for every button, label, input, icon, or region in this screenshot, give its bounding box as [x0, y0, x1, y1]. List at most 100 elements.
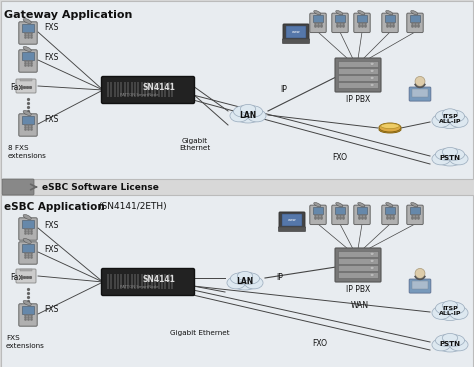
FancyBboxPatch shape: [101, 269, 194, 295]
Ellipse shape: [247, 110, 266, 122]
Ellipse shape: [370, 266, 374, 269]
Text: Gigabit
Ethernet: Gigabit Ethernet: [179, 138, 210, 152]
FancyBboxPatch shape: [137, 274, 139, 289]
Ellipse shape: [432, 153, 450, 165]
FancyBboxPatch shape: [171, 81, 173, 97]
Ellipse shape: [230, 110, 248, 122]
Ellipse shape: [436, 336, 465, 352]
FancyBboxPatch shape: [338, 82, 378, 88]
FancyBboxPatch shape: [19, 242, 37, 264]
FancyBboxPatch shape: [332, 13, 348, 33]
FancyBboxPatch shape: [436, 343, 464, 350]
Text: LAN: LAN: [237, 277, 254, 287]
FancyBboxPatch shape: [137, 81, 139, 97]
FancyBboxPatch shape: [22, 24, 34, 32]
FancyBboxPatch shape: [335, 58, 381, 92]
FancyBboxPatch shape: [19, 22, 37, 44]
FancyBboxPatch shape: [114, 274, 116, 289]
Ellipse shape: [231, 274, 259, 290]
Ellipse shape: [432, 115, 450, 127]
Ellipse shape: [443, 110, 465, 122]
FancyBboxPatch shape: [411, 281, 428, 290]
FancyBboxPatch shape: [147, 274, 149, 289]
Ellipse shape: [370, 62, 374, 65]
FancyBboxPatch shape: [161, 81, 163, 97]
FancyBboxPatch shape: [332, 205, 348, 225]
FancyBboxPatch shape: [117, 274, 119, 289]
FancyBboxPatch shape: [141, 274, 143, 289]
Ellipse shape: [442, 148, 458, 156]
Text: SN4141: SN4141: [142, 275, 175, 284]
Ellipse shape: [23, 18, 31, 23]
FancyBboxPatch shape: [19, 50, 37, 72]
Text: SN4141: SN4141: [142, 83, 175, 92]
Text: IP: IP: [281, 86, 287, 94]
FancyBboxPatch shape: [161, 274, 163, 289]
FancyBboxPatch shape: [279, 212, 305, 228]
FancyBboxPatch shape: [1, 1, 473, 179]
Text: Fax: Fax: [10, 84, 23, 92]
Text: FXS: FXS: [44, 221, 58, 229]
Ellipse shape: [449, 153, 468, 165]
FancyBboxPatch shape: [158, 81, 160, 97]
Ellipse shape: [227, 277, 246, 289]
FancyBboxPatch shape: [338, 75, 378, 81]
Text: PATTON SmartNode: PATTON SmartNode: [120, 285, 158, 289]
FancyBboxPatch shape: [124, 81, 126, 97]
Ellipse shape: [241, 106, 263, 117]
FancyBboxPatch shape: [354, 205, 370, 225]
Ellipse shape: [234, 107, 262, 123]
Ellipse shape: [449, 339, 468, 351]
FancyBboxPatch shape: [310, 205, 326, 225]
Ellipse shape: [436, 304, 465, 320]
Ellipse shape: [370, 252, 374, 255]
FancyBboxPatch shape: [151, 274, 153, 289]
Ellipse shape: [443, 335, 465, 346]
FancyBboxPatch shape: [127, 274, 129, 289]
FancyBboxPatch shape: [1, 195, 473, 367]
FancyBboxPatch shape: [385, 207, 395, 214]
FancyBboxPatch shape: [110, 274, 112, 289]
Ellipse shape: [23, 47, 31, 51]
FancyBboxPatch shape: [141, 81, 143, 97]
FancyBboxPatch shape: [409, 87, 431, 101]
FancyBboxPatch shape: [154, 274, 156, 289]
Ellipse shape: [381, 124, 400, 128]
Ellipse shape: [449, 115, 468, 127]
Ellipse shape: [230, 273, 252, 284]
FancyBboxPatch shape: [171, 274, 173, 289]
Ellipse shape: [436, 110, 456, 122]
Ellipse shape: [449, 306, 468, 319]
Ellipse shape: [23, 215, 31, 219]
FancyBboxPatch shape: [20, 269, 32, 270]
Ellipse shape: [245, 277, 263, 289]
FancyBboxPatch shape: [16, 79, 36, 93]
FancyBboxPatch shape: [234, 114, 262, 121]
FancyBboxPatch shape: [19, 304, 37, 326]
Ellipse shape: [442, 301, 458, 310]
Ellipse shape: [411, 203, 418, 207]
FancyBboxPatch shape: [410, 207, 420, 214]
Text: FXO: FXO: [312, 339, 328, 349]
FancyBboxPatch shape: [410, 15, 420, 22]
FancyBboxPatch shape: [382, 205, 398, 225]
Ellipse shape: [415, 76, 425, 86]
Ellipse shape: [240, 105, 255, 113]
Ellipse shape: [370, 69, 374, 72]
FancyBboxPatch shape: [385, 15, 395, 22]
Text: FXS: FXS: [44, 23, 58, 33]
Text: FXS: FXS: [44, 52, 58, 62]
Ellipse shape: [234, 106, 255, 117]
FancyBboxPatch shape: [124, 274, 126, 289]
Ellipse shape: [443, 149, 465, 160]
FancyBboxPatch shape: [436, 119, 464, 127]
Text: Fax: Fax: [10, 273, 23, 283]
FancyBboxPatch shape: [382, 13, 398, 33]
Text: 8 FXS
extensions: 8 FXS extensions: [8, 145, 47, 159]
FancyBboxPatch shape: [164, 81, 166, 97]
Ellipse shape: [370, 76, 374, 79]
FancyBboxPatch shape: [407, 13, 423, 33]
Text: FXS
extensions: FXS extensions: [6, 335, 45, 349]
Ellipse shape: [370, 273, 374, 276]
Text: PSTN: PSTN: [439, 341, 461, 347]
